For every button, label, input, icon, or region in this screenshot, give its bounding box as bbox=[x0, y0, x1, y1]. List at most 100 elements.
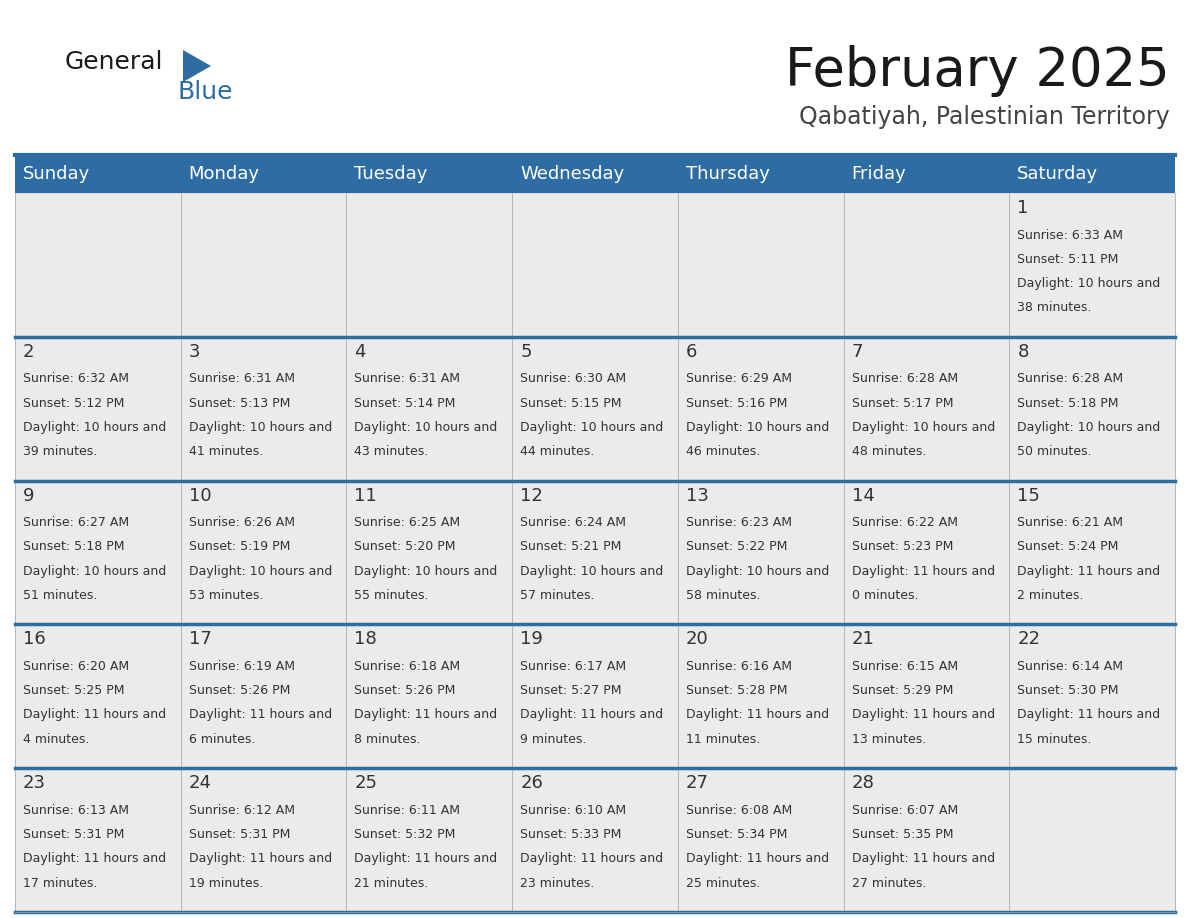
Text: Sunrise: 6:31 AM: Sunrise: 6:31 AM bbox=[354, 373, 461, 386]
Text: Sunset: 5:18 PM: Sunset: 5:18 PM bbox=[23, 541, 125, 554]
Text: 28: 28 bbox=[852, 774, 874, 792]
Text: Daylight: 10 hours and: Daylight: 10 hours and bbox=[685, 565, 829, 577]
Text: 6 minutes.: 6 minutes. bbox=[189, 733, 255, 745]
Text: 23: 23 bbox=[23, 774, 46, 792]
Text: Daylight: 10 hours and: Daylight: 10 hours and bbox=[685, 420, 829, 434]
Text: 6: 6 bbox=[685, 342, 697, 361]
Text: 26: 26 bbox=[520, 774, 543, 792]
Bar bbox=[181, 337, 347, 481]
Text: Daylight: 11 hours and: Daylight: 11 hours and bbox=[520, 852, 663, 866]
Text: 8: 8 bbox=[1017, 342, 1029, 361]
Text: Sunrise: 6:33 AM: Sunrise: 6:33 AM bbox=[1017, 229, 1124, 241]
Text: 19 minutes.: 19 minutes. bbox=[189, 877, 263, 890]
Text: 16: 16 bbox=[23, 631, 46, 648]
Text: Daylight: 11 hours and: Daylight: 11 hours and bbox=[852, 709, 994, 722]
Text: 41 minutes.: 41 minutes. bbox=[189, 445, 263, 458]
Text: Sunset: 5:27 PM: Sunset: 5:27 PM bbox=[520, 684, 621, 698]
Text: Daylight: 10 hours and: Daylight: 10 hours and bbox=[189, 420, 331, 434]
Bar bbox=[1010, 624, 1175, 768]
Text: Daylight: 10 hours and: Daylight: 10 hours and bbox=[520, 420, 663, 434]
Text: Daylight: 11 hours and: Daylight: 11 hours and bbox=[852, 852, 994, 866]
Bar bbox=[678, 337, 843, 481]
Bar bbox=[512, 193, 678, 337]
Text: Sunset: 5:31 PM: Sunset: 5:31 PM bbox=[23, 828, 125, 841]
Text: Daylight: 11 hours and: Daylight: 11 hours and bbox=[685, 709, 829, 722]
Text: Sunrise: 6:27 AM: Sunrise: 6:27 AM bbox=[23, 516, 129, 530]
Text: Sunset: 5:11 PM: Sunset: 5:11 PM bbox=[1017, 252, 1119, 266]
Text: Sunrise: 6:17 AM: Sunrise: 6:17 AM bbox=[520, 660, 626, 673]
Text: Daylight: 10 hours and: Daylight: 10 hours and bbox=[23, 565, 166, 577]
Text: 57 minutes.: 57 minutes. bbox=[520, 589, 595, 602]
Bar bbox=[843, 337, 1010, 481]
Bar bbox=[1010, 481, 1175, 624]
Text: Daylight: 11 hours and: Daylight: 11 hours and bbox=[189, 709, 331, 722]
Text: Sunset: 5:16 PM: Sunset: 5:16 PM bbox=[685, 397, 788, 409]
Text: Qabatiyah, Palestinian Territory: Qabatiyah, Palestinian Territory bbox=[800, 105, 1170, 129]
Text: Daylight: 10 hours and: Daylight: 10 hours and bbox=[852, 420, 994, 434]
Text: 2 minutes.: 2 minutes. bbox=[1017, 589, 1083, 602]
Text: Daylight: 11 hours and: Daylight: 11 hours and bbox=[189, 852, 331, 866]
Text: Daylight: 10 hours and: Daylight: 10 hours and bbox=[354, 565, 498, 577]
Text: 39 minutes.: 39 minutes. bbox=[23, 445, 97, 458]
Text: Daylight: 11 hours and: Daylight: 11 hours and bbox=[520, 709, 663, 722]
Text: Sunrise: 6:30 AM: Sunrise: 6:30 AM bbox=[520, 373, 626, 386]
Bar bbox=[678, 481, 843, 624]
Bar bbox=[15, 768, 181, 912]
Text: Sunday: Sunday bbox=[23, 165, 90, 183]
Text: Sunset: 5:20 PM: Sunset: 5:20 PM bbox=[354, 541, 456, 554]
Text: Sunrise: 6:28 AM: Sunrise: 6:28 AM bbox=[852, 373, 958, 386]
Text: February 2025: February 2025 bbox=[785, 45, 1170, 97]
Text: 14: 14 bbox=[852, 487, 874, 505]
Text: Monday: Monday bbox=[189, 165, 260, 183]
Text: 13 minutes.: 13 minutes. bbox=[852, 733, 925, 745]
Text: Sunset: 5:14 PM: Sunset: 5:14 PM bbox=[354, 397, 456, 409]
Bar bbox=[678, 624, 843, 768]
Text: 7: 7 bbox=[852, 342, 862, 361]
Text: Daylight: 11 hours and: Daylight: 11 hours and bbox=[1017, 709, 1161, 722]
Text: Daylight: 11 hours and: Daylight: 11 hours and bbox=[685, 852, 829, 866]
Text: Sunset: 5:13 PM: Sunset: 5:13 PM bbox=[189, 397, 290, 409]
Text: 4: 4 bbox=[354, 342, 366, 361]
Text: 11 minutes.: 11 minutes. bbox=[685, 733, 760, 745]
Text: 21: 21 bbox=[852, 631, 874, 648]
Text: Sunrise: 6:18 AM: Sunrise: 6:18 AM bbox=[354, 660, 461, 673]
Text: 11: 11 bbox=[354, 487, 377, 505]
Bar bbox=[347, 337, 512, 481]
Text: 15: 15 bbox=[1017, 487, 1041, 505]
Text: Sunset: 5:33 PM: Sunset: 5:33 PM bbox=[520, 828, 621, 841]
Text: 27 minutes.: 27 minutes. bbox=[852, 877, 925, 890]
Text: 18: 18 bbox=[354, 631, 377, 648]
Text: 24: 24 bbox=[189, 774, 211, 792]
Text: Sunrise: 6:07 AM: Sunrise: 6:07 AM bbox=[852, 804, 958, 817]
Bar bbox=[347, 481, 512, 624]
Text: 9: 9 bbox=[23, 487, 34, 505]
Bar bbox=[15, 337, 181, 481]
Text: Saturday: Saturday bbox=[1017, 165, 1099, 183]
Bar bbox=[15, 481, 181, 624]
Text: Daylight: 11 hours and: Daylight: 11 hours and bbox=[23, 709, 166, 722]
Text: Sunrise: 6:20 AM: Sunrise: 6:20 AM bbox=[23, 660, 129, 673]
Text: Sunset: 5:32 PM: Sunset: 5:32 PM bbox=[354, 828, 456, 841]
Text: Sunset: 5:30 PM: Sunset: 5:30 PM bbox=[1017, 684, 1119, 698]
Text: Sunrise: 6:23 AM: Sunrise: 6:23 AM bbox=[685, 516, 792, 530]
Text: 19: 19 bbox=[520, 631, 543, 648]
Text: Daylight: 10 hours and: Daylight: 10 hours and bbox=[23, 420, 166, 434]
Text: 12: 12 bbox=[520, 487, 543, 505]
Text: 3: 3 bbox=[189, 342, 201, 361]
Bar bbox=[843, 481, 1010, 624]
Text: 4 minutes.: 4 minutes. bbox=[23, 733, 89, 745]
Text: 22: 22 bbox=[1017, 631, 1041, 648]
Bar bbox=[512, 337, 678, 481]
Bar bbox=[347, 624, 512, 768]
Text: Sunrise: 6:19 AM: Sunrise: 6:19 AM bbox=[189, 660, 295, 673]
Text: Daylight: 11 hours and: Daylight: 11 hours and bbox=[354, 709, 498, 722]
Bar bbox=[15, 155, 1175, 193]
Text: 23 minutes.: 23 minutes. bbox=[520, 877, 594, 890]
Bar bbox=[181, 481, 347, 624]
Bar bbox=[843, 193, 1010, 337]
Text: Daylight: 11 hours and: Daylight: 11 hours and bbox=[23, 852, 166, 866]
Text: 0 minutes.: 0 minutes. bbox=[852, 589, 918, 602]
Text: Sunrise: 6:12 AM: Sunrise: 6:12 AM bbox=[189, 804, 295, 817]
Text: Sunrise: 6:13 AM: Sunrise: 6:13 AM bbox=[23, 804, 129, 817]
Text: Daylight: 10 hours and: Daylight: 10 hours and bbox=[189, 565, 331, 577]
